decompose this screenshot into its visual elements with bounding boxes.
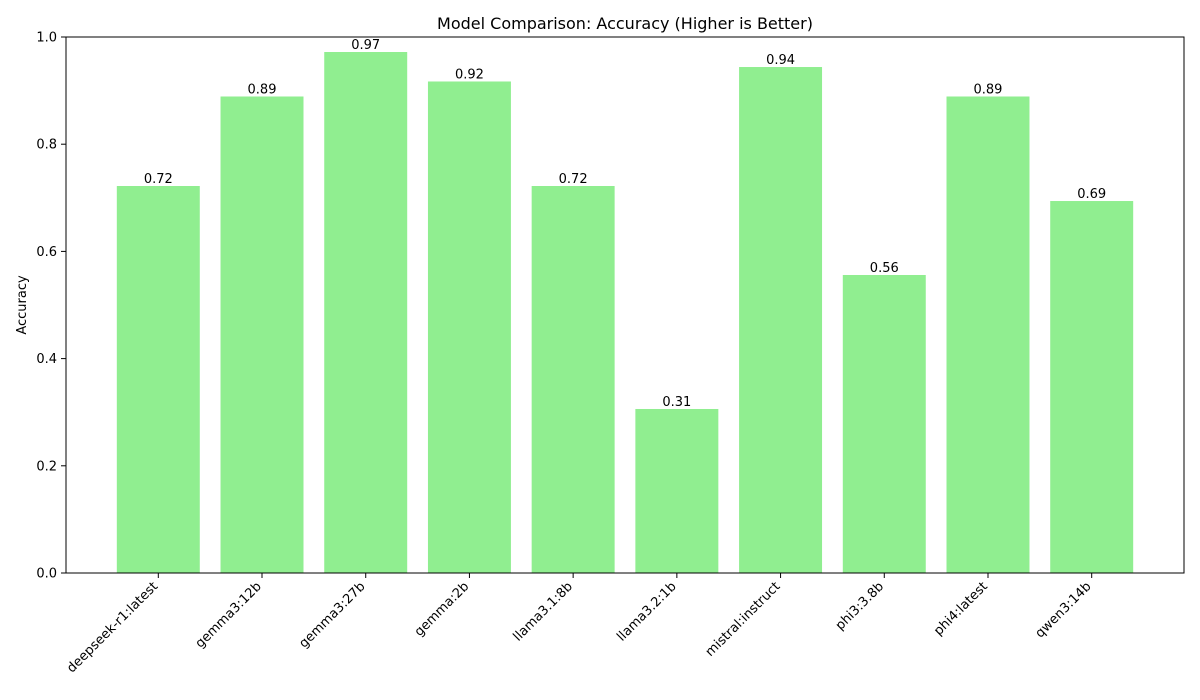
x-tick-label: gemma3:27b [296,579,368,651]
bar [531,186,615,573]
data-label: 0.92 [455,67,484,82]
bar [324,52,408,574]
y-tick-label: 1.0 [36,31,57,46]
data-label: 0.56 [870,261,899,276]
x-tick-label: deepseek-r1:latest [64,579,161,676]
bar [842,274,926,573]
bar [635,408,719,573]
x-tick-label: llama3.1:8b [511,579,576,644]
bar [1050,201,1134,574]
x-tick-label: phi4:latest [931,579,991,639]
plot-frame [65,36,1185,574]
data-label: 0.97 [351,38,380,53]
y-axis: 0.0 0.2 0.4 0.6 0.8 1.0 [36,31,66,582]
bar [427,81,511,573]
x-tick-label: phi3:3.8b [833,579,887,633]
y-tick-label: 0.8 [36,138,57,153]
bar [739,67,823,574]
chart-title: Model Comparison: Accuracy (Higher is Be… [437,14,813,33]
data-label: 0.89 [248,82,277,97]
data-label: 0.69 [1077,187,1106,202]
y-tick-label: 0.2 [36,459,57,474]
data-label: 0.89 [974,82,1003,97]
x-tick-label: mistral:instruct [703,579,784,660]
bars-layer [116,52,1134,574]
bar [946,96,1030,573]
data-label: 0.94 [766,53,795,68]
y-tick-label: 0.6 [36,245,57,260]
bar [116,186,200,573]
x-tick-label: gemma:2b [412,579,472,639]
bar [220,96,304,573]
data-labels-layer: 0.72 0.89 0.97 0.92 0.72 0.31 0.94 0.56 0.89 0.69 [144,38,1106,410]
y-tick-label: 0.0 [36,567,57,582]
x-axis: deepseek-r1:latest gemma3:12b gemma3:27b ge… [64,573,1095,676]
x-tick-label: llama3.2:1b [614,579,679,644]
data-label: 0.72 [144,172,173,187]
x-tick-label: gemma3:12b [193,579,265,651]
x-tick-label: qwen3:14b [1033,579,1095,641]
y-tick-label: 0.4 [36,352,57,367]
y-axis-label: Accuracy [15,275,30,335]
data-label: 0.31 [662,395,691,410]
data-label: 0.72 [559,172,588,187]
